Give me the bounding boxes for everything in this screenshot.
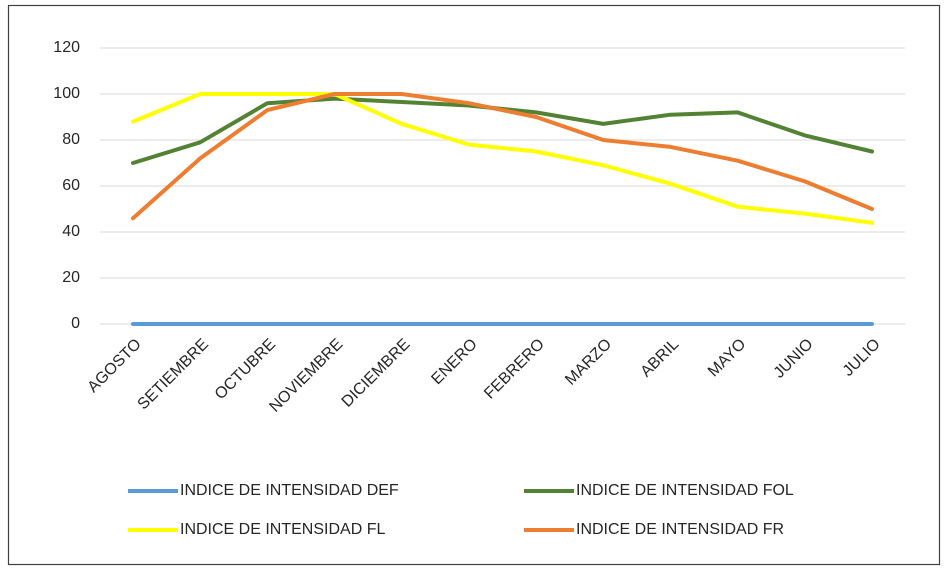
y-tick-label: 60 <box>62 177 80 194</box>
y-tick-label: 20 <box>62 269 80 286</box>
series-line <box>131 92 874 225</box>
legend-label: INDICE DE INTENSIDAD FL <box>180 521 385 538</box>
legend-label: INDICE DE INTENSIDAD FOL <box>576 482 794 499</box>
legend-label: INDICE DE INTENSIDAD FR <box>576 521 784 538</box>
y-tick-label: 80 <box>62 131 80 148</box>
y-tick-label: 120 <box>53 39 80 56</box>
legend-label: INDICE DE INTENSIDAD DEF <box>180 482 399 499</box>
y-tick-label: 0 <box>71 315 80 332</box>
y-tick-label: 40 <box>62 223 80 240</box>
y-tick-label: 100 <box>53 85 80 102</box>
series-line <box>131 92 874 221</box>
chart-border <box>7 4 941 566</box>
